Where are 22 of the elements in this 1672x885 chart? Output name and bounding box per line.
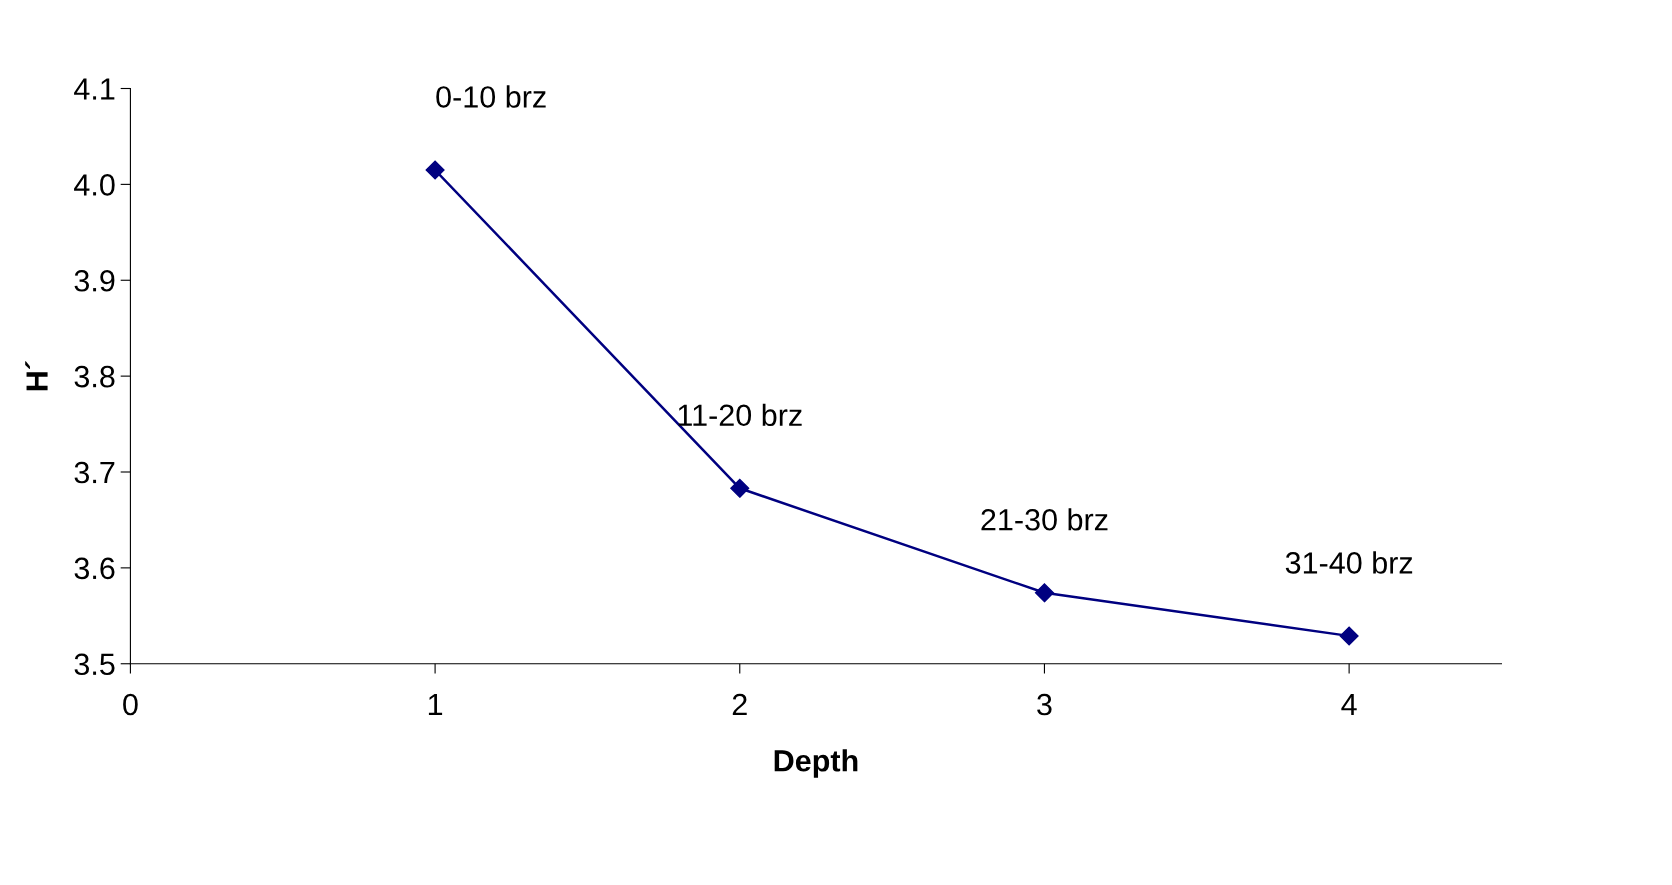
point xyxy=(1339,626,1359,646)
x-tick-label: 3 xyxy=(1037,693,1052,716)
x-tick-label: 4 xyxy=(1341,694,1357,716)
y-tick-label: 3.8 xyxy=(74,365,115,388)
y-tick-label: 3.5 xyxy=(74,653,115,676)
y-tick-label: 4.1 xyxy=(74,78,115,100)
y-tick-label: 3.7 xyxy=(74,461,115,484)
annotation: 0-10 brz xyxy=(436,85,546,108)
annotation: 21-30 brz xyxy=(981,508,1108,531)
y-axis-title: H´ xyxy=(25,361,48,391)
point xyxy=(425,160,445,180)
x-tick-label: 1 xyxy=(428,694,443,716)
y-tick-label: 3.6 xyxy=(74,557,115,580)
x-axis-title: Depth xyxy=(774,749,858,778)
y-tick-label: 3.9 xyxy=(74,269,115,292)
point xyxy=(1034,583,1054,603)
annotation: 31-40 brz xyxy=(1285,551,1413,574)
x-tick-label: 0 xyxy=(123,693,138,716)
point xyxy=(730,478,750,498)
annotation: 11-20 brz xyxy=(678,403,802,427)
x-tick-label: 2 xyxy=(732,693,747,716)
y-tick-label: 4.0 xyxy=(74,174,115,196)
